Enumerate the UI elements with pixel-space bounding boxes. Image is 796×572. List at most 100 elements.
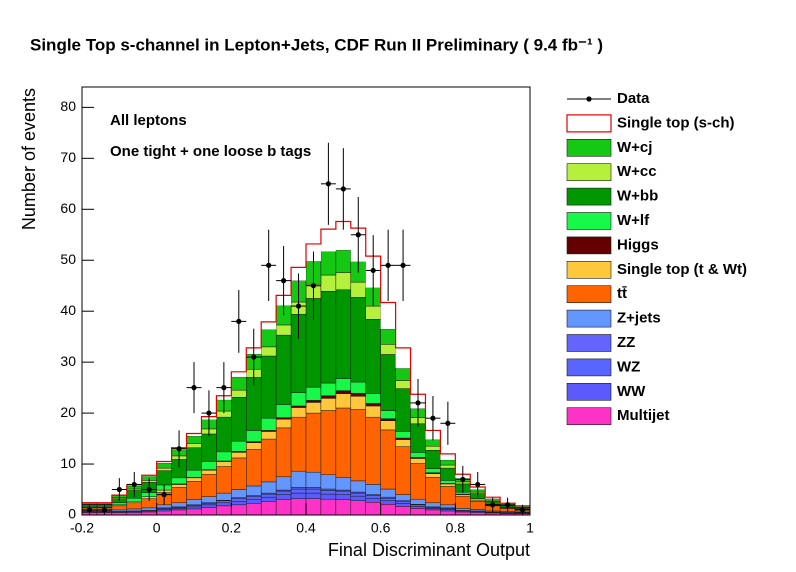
y-tick-label: 60 — [60, 200, 76, 216]
bar — [261, 321, 277, 330]
data-point — [400, 262, 406, 268]
bar — [470, 500, 486, 510]
x-tick-label: -0.2 — [70, 520, 94, 536]
bar — [275, 494, 292, 500]
bar — [410, 508, 426, 516]
data-point — [176, 446, 182, 452]
bar — [201, 496, 217, 504]
bar — [335, 490, 352, 495]
bar — [395, 388, 411, 432]
legend-label: Multijet — [617, 407, 670, 424]
x-tick-label: 0.6 — [371, 520, 391, 536]
bar — [425, 477, 441, 504]
bar — [231, 504, 247, 516]
bar — [380, 420, 396, 431]
bar — [395, 446, 411, 495]
legend-swatch — [566, 236, 612, 255]
bar — [141, 507, 157, 511]
bar — [380, 504, 396, 516]
bar — [290, 407, 307, 418]
x-tick-label: 0 — [153, 520, 161, 536]
bar — [395, 503, 411, 507]
bar — [320, 382, 337, 397]
annotation: One tight + one loose b tags — [110, 143, 311, 160]
bar — [275, 499, 292, 516]
bar — [186, 506, 202, 510]
bar — [365, 405, 381, 418]
bar — [290, 492, 307, 499]
bar — [395, 368, 411, 381]
bar — [380, 488, 396, 498]
data-point — [340, 186, 346, 192]
data-point — [325, 181, 331, 187]
bar — [305, 492, 322, 499]
bar — [231, 457, 247, 490]
bar — [231, 397, 247, 442]
data-point — [415, 400, 421, 406]
bar — [156, 504, 172, 509]
legend-swatch — [566, 285, 612, 304]
bar — [395, 506, 411, 516]
data-point — [295, 303, 302, 309]
bar — [171, 484, 187, 488]
bar — [335, 393, 352, 409]
bar — [440, 453, 456, 460]
legend-swatch — [566, 139, 612, 157]
x-axis-label: Final Discriminant Output — [328, 540, 530, 560]
legend-swatch — [566, 334, 612, 352]
bar — [335, 477, 352, 491]
bar — [290, 470, 307, 488]
legend-swatch — [566, 114, 612, 133]
legend-label: ZZ — [617, 334, 635, 351]
bar — [216, 461, 232, 467]
data-point — [281, 278, 287, 284]
bar — [335, 499, 352, 516]
data-point — [490, 502, 496, 508]
bar — [156, 470, 172, 486]
legend-swatch — [566, 212, 612, 230]
data-point — [519, 507, 526, 513]
data-point — [445, 420, 451, 426]
data-point — [266, 262, 272, 268]
bar — [231, 500, 247, 506]
bar — [365, 416, 381, 485]
bar — [275, 404, 292, 418]
data-point — [86, 507, 93, 513]
bar — [275, 418, 292, 429]
bar — [365, 497, 381, 503]
bar — [171, 502, 187, 508]
bar — [305, 400, 322, 403]
y-tick-label: 10 — [60, 455, 76, 471]
bar — [201, 504, 217, 508]
legend-label: W+cc — [617, 163, 657, 180]
bar — [156, 462, 172, 469]
bar — [350, 500, 366, 516]
bar — [350, 281, 366, 298]
bar — [320, 274, 337, 292]
bar — [260, 481, 277, 494]
bar — [380, 328, 396, 345]
bar — [350, 392, 366, 397]
legend-label: WZ — [617, 358, 640, 375]
bar — [335, 494, 352, 500]
bar — [231, 498, 247, 502]
bar — [111, 505, 128, 511]
bar — [365, 495, 381, 499]
bar — [440, 464, 456, 469]
bar — [231, 371, 247, 377]
y-tick-label: 50 — [60, 251, 76, 267]
bar — [395, 500, 411, 504]
y-axis-label: Number of events — [19, 88, 39, 230]
data-point — [251, 354, 257, 360]
bar — [231, 489, 247, 498]
bar — [260, 496, 277, 503]
bar — [260, 329, 277, 348]
chart-title: Single Top s-channel in Lepton+Jets, CDF… — [30, 35, 603, 54]
legend-label: W+lf — [617, 212, 650, 229]
bar — [305, 498, 322, 516]
bar — [186, 481, 202, 500]
bar — [216, 451, 232, 462]
legend-label: W+cj — [617, 139, 652, 156]
bar — [231, 440, 247, 452]
bar — [156, 467, 172, 471]
